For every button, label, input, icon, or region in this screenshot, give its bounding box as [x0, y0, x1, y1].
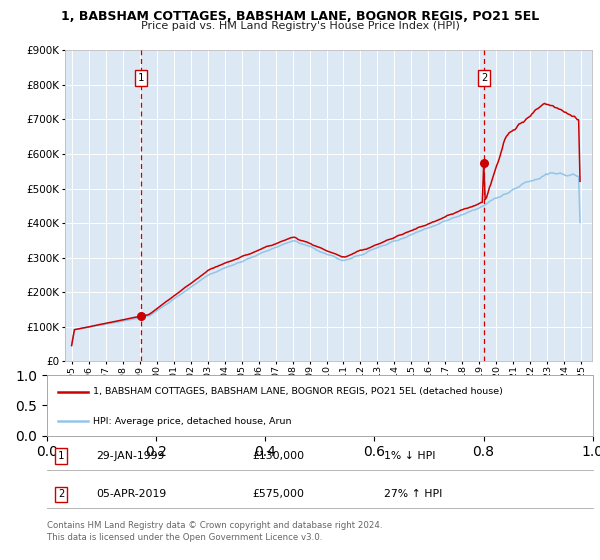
Text: 1% ↓ HPI: 1% ↓ HPI	[384, 451, 436, 461]
Text: 1: 1	[138, 73, 144, 83]
Text: 2: 2	[481, 73, 487, 83]
Text: Contains HM Land Registry data © Crown copyright and database right 2024.: Contains HM Land Registry data © Crown c…	[47, 521, 382, 530]
Text: 29-JAN-1999: 29-JAN-1999	[96, 451, 164, 461]
Text: 1, BABSHAM COTTAGES, BABSHAM LANE, BOGNOR REGIS, PO21 5EL (detached house): 1, BABSHAM COTTAGES, BABSHAM LANE, BOGNO…	[93, 387, 503, 396]
Text: £575,000: £575,000	[252, 489, 304, 500]
Text: Price paid vs. HM Land Registry's House Price Index (HPI): Price paid vs. HM Land Registry's House …	[140, 21, 460, 31]
Text: 1: 1	[58, 451, 64, 461]
Text: This data is licensed under the Open Government Licence v3.0.: This data is licensed under the Open Gov…	[47, 533, 322, 542]
Text: £130,000: £130,000	[252, 451, 304, 461]
Text: HPI: Average price, detached house, Arun: HPI: Average price, detached house, Arun	[93, 417, 292, 426]
Text: 27% ↑ HPI: 27% ↑ HPI	[384, 489, 442, 500]
Text: 1, BABSHAM COTTAGES, BABSHAM LANE, BOGNOR REGIS, PO21 5EL: 1, BABSHAM COTTAGES, BABSHAM LANE, BOGNO…	[61, 10, 539, 22]
Text: 05-APR-2019: 05-APR-2019	[96, 489, 166, 500]
Text: 2: 2	[58, 489, 64, 500]
